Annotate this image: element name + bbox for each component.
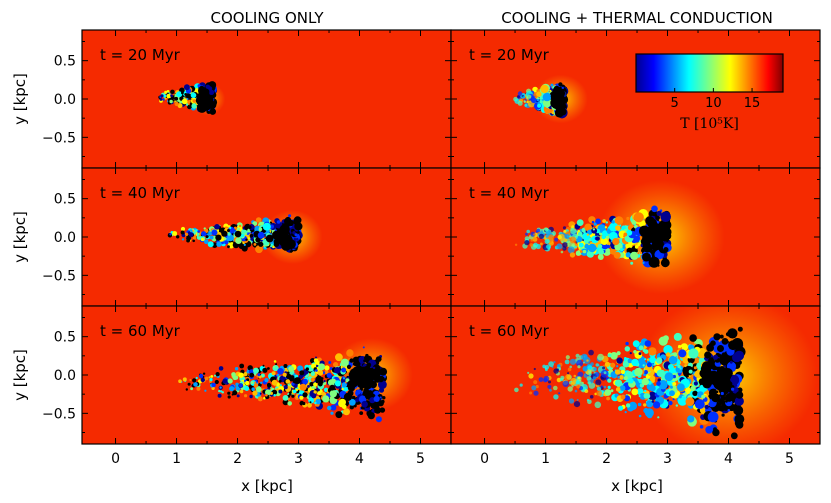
y-tick-label: −0.5 xyxy=(42,268,76,284)
time-label: t = 20 Myr xyxy=(100,46,181,64)
y-tick-label: 0.5 xyxy=(54,330,76,346)
time-label: t = 20 Myr xyxy=(469,46,550,64)
panel-6: t = 60 Myr xyxy=(450,305,821,445)
cloud xyxy=(178,338,413,423)
colorbar-tick-label: 5 xyxy=(671,96,679,111)
panel-3: t = 40 Myr xyxy=(81,167,452,307)
cloud xyxy=(167,209,323,265)
panels-group: t = 20 Myr t = 20 Myr t = 40 Myr t = 40 Myr… xyxy=(81,29,821,445)
panel-background xyxy=(451,30,820,168)
axes-group: 0.5 0.0 −0.5 y [kpc] 0.5 0.0 −0.5 y [kpc] 0.5 0.0… xyxy=(11,54,794,467)
y-tick-label: 0.5 xyxy=(54,192,76,208)
x-tick-label: 3 xyxy=(294,451,303,467)
panel-2: t = 20 Myr xyxy=(450,29,821,169)
column-title-cooling-only: COOLING ONLY xyxy=(210,9,324,27)
y-tick-label: −0.5 xyxy=(42,406,76,422)
x-tick-label: 5 xyxy=(416,451,425,467)
colorbar-tick-label: 10 xyxy=(705,96,722,111)
y-axis-label: y [kpc] xyxy=(11,211,29,263)
panel-4: t = 40 Myr xyxy=(450,167,821,307)
x-tick-label: 1 xyxy=(172,451,181,467)
x-axis-label-right: x [kpc] xyxy=(611,477,663,495)
panel-1: t = 20 Myr xyxy=(81,29,452,169)
x-axis-label-left: x [kpc] xyxy=(241,477,293,495)
cloud xyxy=(158,81,226,116)
cloud xyxy=(514,306,818,444)
time-label: t = 40 Myr xyxy=(100,184,181,202)
x-tick-label: 5 xyxy=(785,451,794,467)
y-tick-label: 0.5 xyxy=(54,54,76,70)
y-tick-label: 0.0 xyxy=(54,230,76,246)
x-tick-label: 3 xyxy=(663,451,672,467)
time-label: t = 60 Myr xyxy=(100,322,181,340)
y-tick-label: −0.5 xyxy=(42,130,76,146)
panel-5: t = 60 Myr xyxy=(81,305,452,445)
colorbar-tick-label: 15 xyxy=(744,96,761,111)
y-tick-label: 0.0 xyxy=(54,368,76,384)
x-tick-label: 4 xyxy=(724,451,733,467)
x-tick-label: 2 xyxy=(233,451,242,467)
y-axis-label: y [kpc] xyxy=(11,73,29,125)
colorbar-gradient xyxy=(635,53,784,93)
cloud xyxy=(514,179,725,295)
column-title-cooling-conduction: COOLING + THERMAL CONDUCTION xyxy=(501,9,773,27)
colorbar: 5 10 15 T [10⁵K] xyxy=(635,53,784,132)
cloud xyxy=(513,74,588,124)
x-tick-label: 0 xyxy=(480,451,489,467)
y-axis-label: y [kpc] xyxy=(11,349,29,401)
colorbar-label: T [10⁵K] xyxy=(680,116,739,132)
time-label: t = 40 Myr xyxy=(469,184,550,202)
x-tick-label: 2 xyxy=(602,451,611,467)
x-tick-label: 1 xyxy=(541,451,550,467)
time-label: t = 60 Myr xyxy=(469,322,550,340)
x-tick-label: 0 xyxy=(111,451,120,467)
panel-background xyxy=(82,30,451,168)
y-tick-label: 0.0 xyxy=(54,92,76,108)
x-tick-label: 4 xyxy=(355,451,364,467)
